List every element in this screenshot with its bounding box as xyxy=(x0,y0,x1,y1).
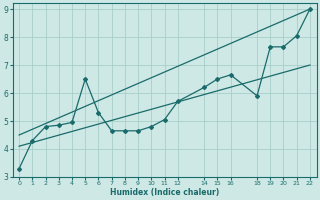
X-axis label: Humidex (Indice chaleur): Humidex (Indice chaleur) xyxy=(110,188,219,197)
